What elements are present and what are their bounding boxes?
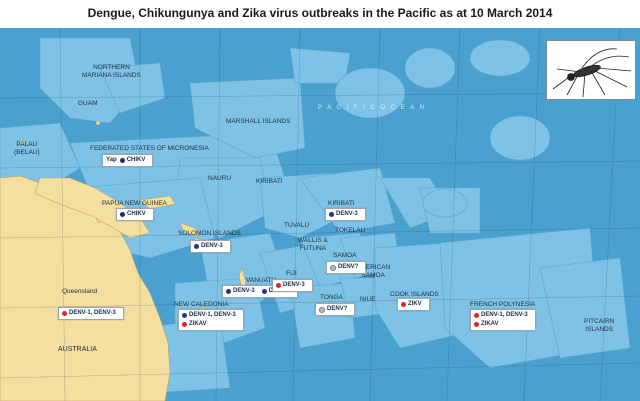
dengue-dot-icon	[261, 289, 267, 294]
dengue-dot-icon	[329, 212, 334, 217]
label-vanuatu: VANUATU	[246, 277, 277, 284]
outbreak-virus: DENV-3	[233, 288, 255, 294]
outbreak-virus: DENV-1, DENV-3	[481, 312, 528, 318]
outbreak-virus: DENV?	[338, 264, 359, 270]
label-kiribati-west: KIRIBATI	[256, 178, 283, 185]
unknown-dot-icon	[330, 264, 336, 271]
outbreak-virus: DENV-3	[336, 211, 358, 217]
outbreak-virus: ZIKAV	[189, 321, 207, 327]
outbreak-virus: ZIKAV	[481, 321, 499, 327]
eez-zones	[0, 37, 631, 394]
label-tuvalu: TUVALU	[284, 222, 310, 229]
label-northern-mariana: NORTHERN MARIANA ISLANDS	[82, 64, 141, 79]
dengue-dot-icon	[194, 244, 199, 249]
map-canvas	[0, 28, 640, 401]
outbreak-box-samoa: DENV?	[326, 261, 367, 274]
map-title: Dengue, Chikungunya and Zika virus outbr…	[87, 6, 553, 20]
label-american-samoa: AMERICAN SAMOA	[356, 264, 391, 279]
outbreak-box-new-caledonia: DENV-1, DENV-3 ZIKAV	[178, 309, 244, 331]
graticule	[0, 28, 640, 401]
dengue-dot-icon	[182, 313, 187, 318]
outbreak-box-png: CHIKV	[116, 208, 154, 221]
label-solomon: SOLOMON ISLANDS	[178, 230, 241, 237]
label-nauru: NAURU	[208, 175, 232, 182]
label-french-polynesia: FRENCH POLYNESIA	[470, 301, 536, 308]
outbreak-location-yap: Yap	[106, 157, 117, 163]
mosquito-icon	[552, 48, 632, 98]
dengue-dot-icon	[474, 313, 479, 318]
label-new-caledonia: NEW CALEDONIA	[174, 301, 229, 308]
dengue-dot-icon	[226, 289, 231, 294]
outbreak-box-cook: ZIKV	[397, 298, 430, 311]
label-samoa: SAMOA	[333, 252, 357, 259]
outbreak-box-solomon: DENV-3	[190, 240, 231, 253]
label-guam: GUAM	[78, 100, 98, 107]
label-cook: COOK ISLANDS	[390, 291, 439, 298]
outbreak-virus: DENV?	[327, 306, 348, 312]
label-australia: AUSTRALIA	[58, 346, 97, 353]
outbreak-virus: CHIKV	[126, 157, 146, 163]
outbreak-virus: DENV-1, DENV-3	[69, 310, 116, 316]
label-tonga: TONGA	[320, 294, 343, 301]
label-palau: PALAU (BELAU)	[14, 141, 40, 156]
chikungunya-dot-icon	[120, 212, 125, 217]
outbreak-virus: DENV-3	[283, 282, 305, 288]
outbreak-virus: DENV-3	[201, 243, 223, 249]
outbreak-box-queensland: DENV-1, DENV-3	[58, 307, 124, 320]
zika-dot-icon	[182, 322, 187, 327]
outbreak-box-french-polynesia: DENV-1, DENV-3 ZIKAV	[470, 309, 536, 331]
dengue-dot-icon	[62, 311, 67, 316]
chikungunya-dot-icon	[119, 158, 125, 163]
mosquito-illustration	[546, 40, 636, 100]
label-png: PAPUA NEW GUINEA	[102, 200, 167, 207]
ocean-label: P A C I F I C O C E A N	[318, 105, 426, 111]
outbreak-box-fiji: DENV-3	[272, 279, 313, 292]
outbreak-virus: DENV-1, DENV-3	[189, 312, 236, 318]
label-marshall: MARSHALL ISLANDS	[226, 118, 291, 125]
zika-dot-icon	[401, 302, 406, 307]
zika-dot-icon	[474, 322, 479, 327]
label-pitcairn: PITCAIRN ISLANDS	[584, 318, 615, 333]
outbreak-virus: ZIKV	[408, 301, 422, 307]
label-fiji: FIJI	[286, 270, 297, 277]
label-niue: NIUE	[360, 296, 376, 303]
pacific-map: P A C I F I C O C E A N NORTHERN MARIANA…	[0, 28, 640, 401]
label-queensland: Queensland	[62, 288, 98, 295]
outbreak-box-fsm: Yap CHIKV	[102, 154, 154, 167]
dengue-dot-icon	[276, 283, 281, 288]
label-wallis: WALLIS & FUTUNA	[298, 237, 328, 252]
outbreak-box-tonga: DENV?	[315, 303, 356, 316]
label-fsm: FEDERATED STATES OF MICRONESIA	[90, 145, 209, 152]
unknown-dot-icon	[319, 306, 325, 313]
outbreak-virus: CHIKV	[127, 211, 146, 217]
label-kiribati-east: KIRIBATI	[328, 200, 355, 207]
label-tokelau: TOKELAU	[335, 227, 366, 234]
outbreak-box-kiribati: DENV-3	[325, 208, 366, 221]
